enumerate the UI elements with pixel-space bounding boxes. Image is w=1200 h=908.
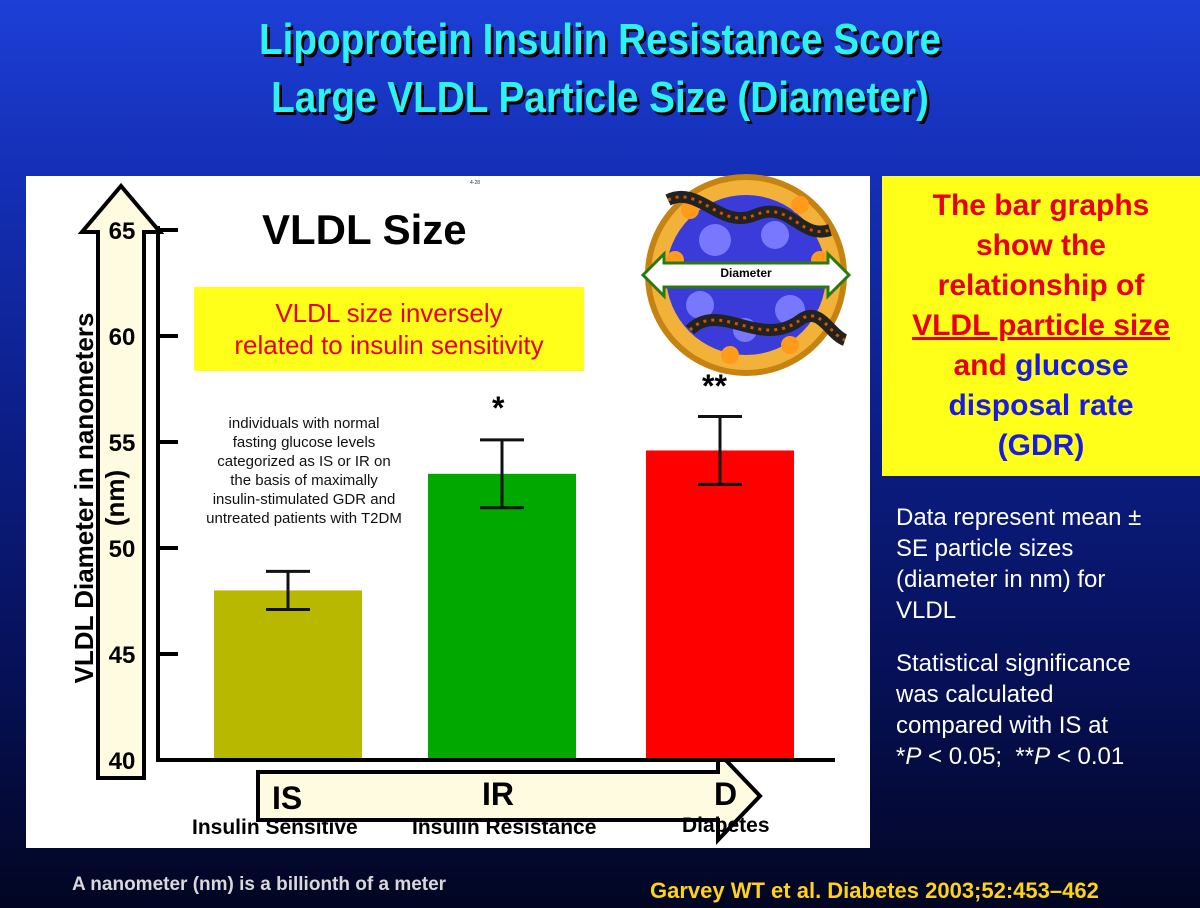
y-tick-label: 50 bbox=[109, 536, 136, 563]
stat-note-line: compared with IS at bbox=[896, 712, 1109, 739]
side-line5-glucose: glucose bbox=[1015, 349, 1129, 382]
slide-title-line1: Lipoprotein Insulin Resistance Score bbox=[258, 15, 942, 64]
particle-diameter-label: Diameter bbox=[720, 266, 772, 280]
highlight-box: VLDL size inversely related to insulin s… bbox=[194, 287, 584, 371]
side-line5: and glucose bbox=[882, 346, 1200, 386]
chart-heading: VLDL Size bbox=[262, 206, 467, 253]
y-tick-label: 65 bbox=[109, 218, 136, 245]
footnote: A nanometer (nm) is a billionth of a met… bbox=[72, 874, 447, 895]
y-axis-label: VLDL Diameter in nanometers (nm) bbox=[69, 312, 130, 684]
note-line: the basis of maximally bbox=[230, 472, 378, 489]
stat-note-line: Statistical significance bbox=[896, 650, 1131, 677]
stat-p-values: *P < 0.05; **P < 0.01 bbox=[896, 743, 1125, 770]
side-line7: (GDR) bbox=[997, 429, 1085, 462]
category-name-is: Insulin Sensitive bbox=[192, 816, 358, 839]
note-line: insulin-stimulated GDR and bbox=[212, 491, 396, 508]
side-line3: relationship of bbox=[937, 269, 1145, 302]
diameter-arrow bbox=[640, 250, 852, 300]
x-axis-arrow bbox=[256, 747, 763, 845]
data-note-line: Data represent mean ± bbox=[896, 504, 1142, 531]
tiny-label: 4-28 bbox=[470, 180, 481, 186]
side-line4: VLDL particle size bbox=[912, 309, 1170, 342]
data-note: Data represent mean ± SE particle sizes … bbox=[896, 502, 1141, 626]
note-line: untreated patients with T2DM bbox=[206, 510, 402, 527]
bar-ir bbox=[428, 473, 576, 758]
explanation-box: The bar graphs show the relationship of … bbox=[882, 176, 1200, 476]
highlight-line1: VLDL size inversely bbox=[275, 298, 503, 328]
slide-title-line2: Large VLDL Particle Size (Diameter) bbox=[271, 73, 929, 122]
side-line1: The bar graphs bbox=[932, 189, 1150, 222]
y-tick-label: 40 bbox=[109, 748, 136, 775]
data-note-line: SE particle sizes bbox=[896, 535, 1074, 562]
study-note: individuals with normal fasting glucose … bbox=[184, 414, 424, 528]
bar-is bbox=[214, 590, 362, 758]
vldl-particle-illustration bbox=[640, 174, 852, 376]
side-line2: show the bbox=[975, 229, 1106, 262]
citation: Garvey WT et al. Diabetes 2003;52:453–46… bbox=[650, 878, 1099, 903]
y-axis-arrow bbox=[77, 182, 165, 780]
data-note-line: VLDL bbox=[896, 597, 957, 624]
category-abbr-is: IS bbox=[272, 780, 303, 816]
stat-note: Statistical significance was calculated … bbox=[896, 648, 1131, 772]
highlight-line2: related to insulin sensitivity bbox=[234, 330, 544, 360]
note-line: categorized as IS or IR on bbox=[217, 453, 391, 470]
y-tick-label: 60 bbox=[109, 324, 136, 351]
y-tick-label: 45 bbox=[109, 642, 136, 669]
note-line: fasting glucose levels bbox=[232, 434, 376, 451]
stat-note-line: was calculated bbox=[896, 681, 1054, 708]
category-abbr-d: D bbox=[714, 776, 738, 812]
significance-d: ** bbox=[702, 368, 727, 404]
side-line5-and: and bbox=[953, 349, 1007, 382]
category-name-ir: Insulin Resistance bbox=[412, 816, 597, 839]
y-tick-label: 55 bbox=[109, 430, 136, 457]
category-name-d: Diabetes bbox=[682, 814, 770, 837]
data-note-line: (diameter in nm) for bbox=[896, 566, 1106, 593]
note-line: individuals with normal bbox=[228, 415, 380, 432]
category-abbr-ir: IR bbox=[482, 776, 514, 812]
bar-d bbox=[646, 450, 794, 758]
significance-ir: * bbox=[492, 390, 505, 426]
side-line6: disposal rate bbox=[948, 389, 1134, 422]
